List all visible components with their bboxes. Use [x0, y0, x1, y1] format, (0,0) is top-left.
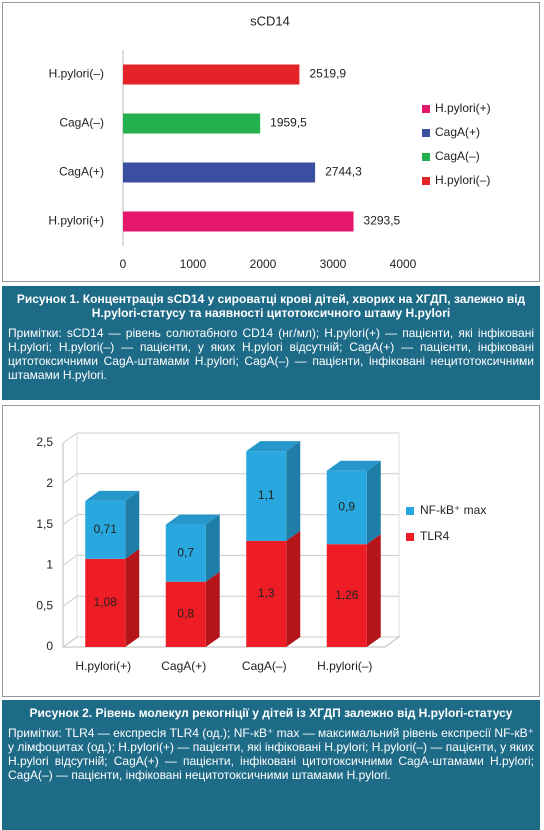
x-tick-label: CagA(–) [242, 659, 287, 673]
bar [123, 211, 354, 232]
y-tick-label: 1 [46, 558, 53, 572]
legend-swatch [422, 177, 430, 185]
x-tick-label: 3000 [320, 257, 347, 271]
caption-title: Рисунок 2. Рівень молекул рекогніції у д… [29, 706, 513, 720]
bar-side [366, 460, 381, 545]
value-label: 1959,5 [270, 116, 307, 130]
bar-side [286, 441, 301, 541]
bar-top [246, 441, 301, 452]
value-label: 0,7 [177, 545, 194, 559]
caption-notes: Примітки: sCD14 — рівень солютабного CD1… [8, 326, 534, 382]
y-tick-label: CagA(–) [59, 116, 104, 130]
grid-line [62, 432, 78, 444]
bar [165, 524, 206, 582]
grid-line [62, 473, 78, 485]
legend-label: H.pylori(–) [435, 173, 490, 187]
value-label: 2519,9 [309, 67, 346, 81]
bar-side [286, 530, 301, 647]
chart-title: sCD14 [250, 13, 290, 28]
figure-2-caption: Рисунок 2. Рівень молекул рекогніції у д… [2, 700, 540, 830]
bar-top [165, 514, 220, 525]
y-tick-label: 2,5 [36, 435, 53, 449]
value-label: 1,26 [335, 588, 359, 602]
value-label: 0,8 [177, 607, 194, 621]
y-tick-label: H.pylori(–) [49, 67, 104, 81]
bar [246, 540, 287, 647]
grid-line [62, 554, 78, 566]
chart-frame [2, 2, 540, 282]
bar-top [85, 490, 140, 501]
chart-1: sCD14 0 1000 2000 3000 4000 H.pylori(–) 2519,9… [2, 2, 540, 282]
bar [123, 113, 261, 134]
legend-swatch [422, 129, 430, 137]
value-label: 0,9 [338, 500, 355, 514]
legend-label: TLR4 [420, 529, 450, 543]
x-tick-label: 4000 [390, 257, 417, 271]
legend-label: NF-kB⁺ max [420, 503, 486, 517]
bar-side [205, 514, 220, 582]
bar [123, 64, 300, 85]
legend-label: H.pylori(+) [435, 101, 491, 115]
figure-1-caption: Рисунок 1. Концентрація sCD14 у сироватц… [2, 286, 540, 400]
y-tick-label: 1,5 [36, 517, 53, 531]
x-tick-label: H.pylori(+) [75, 659, 131, 673]
y-tick-label: CagA(+) [59, 165, 104, 179]
bar [85, 558, 126, 647]
chart-2: 0 0,5 1 1,5 2 2,5 H.pylori(+) 1,08 0,71 CagA(+) 0,… [2, 405, 540, 697]
value-label: 3293,5 [364, 214, 401, 228]
bar-side [125, 548, 140, 647]
caption-title: Рисунок 1. Концентрація sCD14 у сироватц… [16, 292, 526, 320]
x-tick-label: 1000 [180, 257, 207, 271]
bar-top [326, 460, 381, 471]
y-tick-label: 0 [46, 639, 53, 653]
y-tick-label: H.pylori(+) [48, 214, 104, 228]
legend-swatch [422, 153, 430, 161]
y-tick-label: 2 [46, 476, 53, 490]
bar-side [205, 571, 220, 647]
x-tick-label: 2000 [250, 257, 277, 271]
value-label: 0,71 [94, 522, 118, 536]
grid-line [62, 636, 78, 648]
x-tick-label: 0 [120, 257, 127, 271]
legend-swatch [422, 105, 430, 113]
bar-side [366, 534, 381, 647]
y-tick-label: 0,5 [36, 598, 53, 612]
value-label: 1,08 [94, 595, 118, 609]
legend-swatch [406, 533, 414, 541]
x-tick-label: H.pylori(–) [317, 659, 372, 673]
grid-line [62, 514, 78, 526]
bar [165, 581, 206, 647]
value-label: 1,1 [258, 488, 275, 502]
bar [246, 451, 287, 541]
bar [326, 544, 367, 647]
bar-side [125, 490, 140, 559]
caption-notes: Примітки: TLR4 — експресія TLR4 (од.); N… [8, 726, 534, 782]
legend-label: CagA(+) [435, 125, 480, 139]
legend-label: CagA(–) [435, 149, 480, 163]
x-tick-label: CagA(+) [161, 659, 206, 673]
bar [326, 470, 367, 545]
value-label: 2744,3 [325, 165, 362, 179]
grid-line [62, 595, 78, 607]
legend-swatch [406, 507, 414, 515]
bar [123, 162, 316, 183]
value-label: 1,3 [258, 586, 275, 600]
bar [85, 500, 126, 559]
